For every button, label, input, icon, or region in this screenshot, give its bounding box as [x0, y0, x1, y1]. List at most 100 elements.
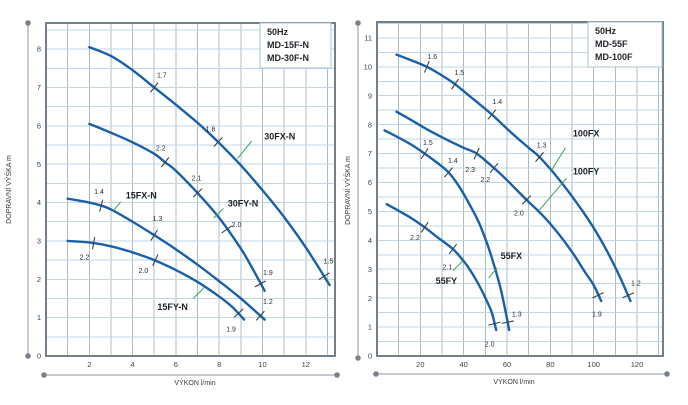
- legend-line: MD-30F-N: [267, 53, 309, 63]
- legend-box: [587, 21, 663, 68]
- current-marker-tick: [233, 308, 244, 318]
- tick-labels: 20 40 60 80 100 120 0 1 2 3 4 5 6 7 8 9 10 11: [364, 34, 644, 369]
- current-marker-value: 1.5: [454, 70, 464, 77]
- y-tick-label: 4: [368, 236, 372, 245]
- current-marker-value: 1.5: [423, 140, 433, 147]
- current-marker-tick: [592, 292, 604, 299]
- current-marker-tick: [152, 254, 159, 266]
- series-30fy-n: 2.2 2.1 2.0 1.9 30FY-N: [88, 122, 273, 292]
- current-marker-value: 1.5: [324, 258, 334, 265]
- label-leader-line: [550, 147, 566, 171]
- series-55fx: 1.5 1.4 1.3 55FX: [383, 129, 523, 332]
- series-30fx-n: 1.7 1.6 1.5 30FX-N: [88, 45, 334, 287]
- current-marker-tick: [473, 147, 480, 160]
- legend-line: MD-100F: [595, 52, 633, 62]
- plot-frame: [45, 22, 336, 357]
- current-marker-tick: [92, 237, 96, 250]
- current-marker-tick: [451, 78, 459, 90]
- series-100fx: 1.6 1.5 1.4 1.3 1.2 100FX: [395, 53, 641, 303]
- current-marker-value: 1.3: [512, 311, 522, 318]
- current-marker-tick: [149, 82, 159, 93]
- current-marker-value: 1.4: [94, 189, 104, 196]
- current-marker-tick: [423, 60, 430, 73]
- current-marker-tick: [622, 292, 635, 299]
- y-axis-title: DOPRAVNÍ VÝŠKA m: [343, 156, 352, 225]
- y-tick-label: 9: [368, 91, 372, 100]
- x-axis-title: VÝKON l/min: [174, 378, 215, 387]
- grid: [377, 22, 663, 356]
- current-marker-tick: [254, 280, 267, 288]
- pump-curve: [395, 53, 632, 303]
- current-marker-value: 1.9: [592, 311, 602, 318]
- y-tick-label: 1: [37, 313, 41, 322]
- current-marker-tick: [488, 321, 501, 326]
- x-extent-dot-right: [664, 371, 670, 377]
- label-leader-line: [452, 260, 463, 272]
- y-tick-label: 6: [37, 121, 41, 130]
- y-tick-label: 6: [368, 178, 372, 187]
- series-name-label: 100FY: [573, 167, 600, 177]
- current-marker-value: 1.7: [157, 73, 167, 80]
- y-extent-dot-bottom: [355, 355, 361, 361]
- current-marker-tick: [448, 243, 458, 255]
- current-marker-value: 1.4: [492, 99, 502, 106]
- current-marker-tick: [192, 188, 203, 198]
- dimension-lines: DOPRAVNÍ VÝŠKA m VÝKON l/min: [4, 20, 340, 387]
- x-tick-label: 20: [416, 360, 424, 369]
- current-marker-tick: [213, 137, 223, 147]
- current-marker-value: 2.2: [410, 235, 420, 242]
- x-tick-label: 100: [587, 360, 600, 369]
- y-tick-label: 8: [37, 45, 41, 54]
- x-tick-label: 4: [131, 360, 135, 369]
- current-marker-value: 1.9: [226, 327, 236, 334]
- current-marker-value: 1.6: [206, 126, 216, 133]
- current-marker-value: 2.0: [139, 268, 149, 275]
- series-name-label: 15FY-N: [157, 302, 188, 312]
- y-tick-label: 0: [37, 352, 41, 361]
- series-15fx-n: 1.4 1.3 1.2 15FX-N: [66, 189, 273, 321]
- x-tick-label: 60: [503, 360, 511, 369]
- y-tick-label: 7: [368, 149, 372, 158]
- current-marker-value: 2.3: [465, 167, 475, 174]
- current-marker-tick: [444, 167, 453, 178]
- label-leader-line: [488, 267, 498, 279]
- y-extent-dot-top: [25, 20, 31, 26]
- y-tick-label: 1: [368, 323, 372, 332]
- y-tick-label: 8: [368, 120, 372, 129]
- series-name-label: 30FY-N: [228, 199, 259, 209]
- legend-line: MD-55F: [595, 39, 628, 49]
- x-extent-dot-left: [373, 371, 379, 377]
- x-extent-dot-right: [334, 372, 340, 378]
- current-marker-value: 2.0: [485, 341, 495, 348]
- y-tick-label: 2: [368, 294, 372, 303]
- current-marker-tick: [318, 272, 330, 280]
- y-extent-dot-top: [355, 20, 361, 26]
- x-extent-dot-left: [41, 372, 47, 378]
- y-tick-label: 3: [37, 237, 41, 246]
- current-marker-tick: [255, 310, 265, 321]
- pump-curve: [395, 110, 603, 303]
- series-name-label: 55FX: [501, 251, 523, 261]
- label-leader-line: [112, 201, 122, 212]
- current-marker-value: 1.2: [263, 299, 273, 306]
- x-tick-label: 12: [302, 360, 310, 369]
- x-tick-label: 80: [546, 360, 554, 369]
- label-leader-line: [192, 287, 205, 299]
- current-marker-value: 1.3: [153, 216, 163, 223]
- current-marker-value: 1.9: [263, 270, 273, 277]
- series-name-label: 15FX-N: [126, 191, 157, 201]
- series-55fy: 2.2 2.1 2.0 55FY: [385, 202, 501, 348]
- current-marker-tick: [150, 229, 158, 241]
- series-name-label: 30FX-N: [264, 132, 295, 142]
- current-marker-value: 1.4: [448, 158, 458, 165]
- y-tick-label: 3: [368, 265, 372, 274]
- pump-curve: [88, 45, 331, 287]
- pump-curve: [66, 239, 246, 321]
- series-100fy: 2.3 2.2 2.0 1.9 100FY: [395, 110, 604, 318]
- y-tick-label: 4: [37, 198, 41, 207]
- current-marker-tick: [489, 162, 499, 174]
